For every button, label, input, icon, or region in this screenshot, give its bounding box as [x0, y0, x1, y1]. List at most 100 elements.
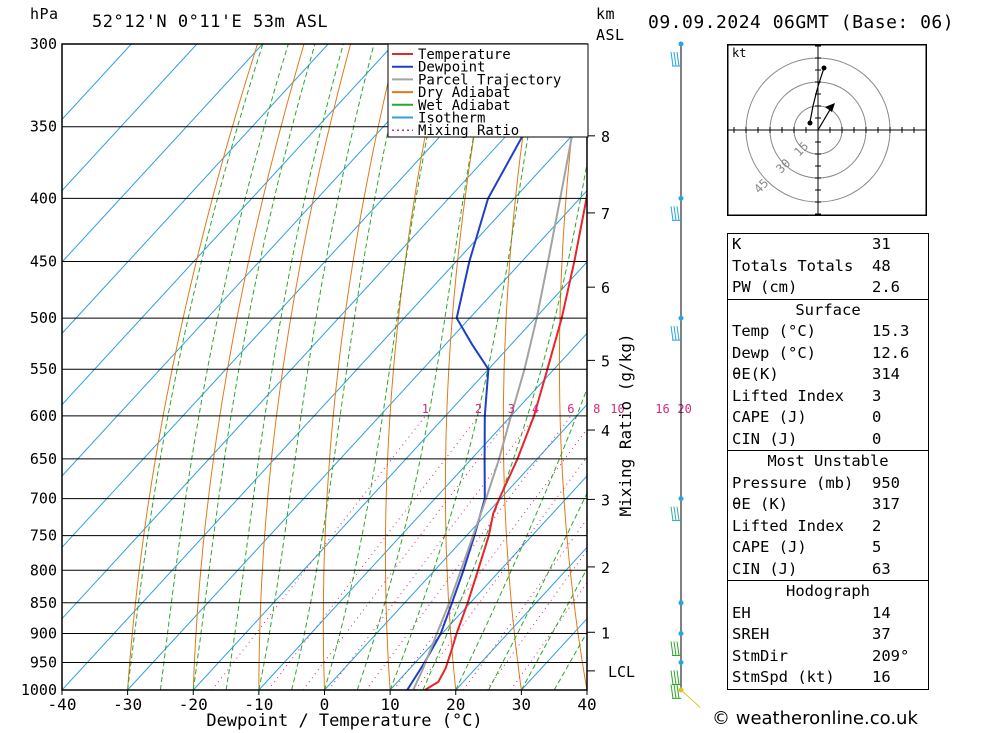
height-unit-label: km [596, 5, 616, 23]
index-label: Totals Totals [732, 256, 854, 275]
index-row: Lifted Index 2 [728, 516, 929, 538]
x-tick-label: -20 [179, 695, 208, 714]
index-value: 12.6 [872, 343, 910, 362]
isotherm-line [258, 332, 587, 690]
index-value: 37 [872, 625, 891, 643]
storm-motion-vector [817, 107, 832, 131]
isotherm-line [389, 475, 587, 690]
wind-level-dot [678, 315, 684, 321]
index-value: 15.3 [872, 322, 910, 340]
mixing-ratio-line [211, 415, 426, 690]
x-tick-label: 30 [512, 695, 531, 714]
index-label: CIN (J) [732, 429, 798, 448]
index-row: StmDir 209° [728, 646, 929, 668]
pressure-tick-label: 550 [30, 360, 57, 378]
wind-level-dot [678, 496, 684, 502]
legend-entry: Dewpoint [418, 60, 485, 76]
index-label: EH [732, 603, 751, 622]
index-value: 5 [872, 538, 882, 556]
index-value: 0 [872, 429, 882, 448]
lcl-label: LCL [608, 663, 635, 681]
pressure-tick-label: 750 [30, 527, 57, 545]
km-tick-label: 1 [601, 624, 610, 642]
mixing-ratio-label: 1 [422, 402, 429, 416]
wind-barb [670, 670, 681, 685]
temperature-profile-line [424, 190, 587, 690]
index-row: K 31 [728, 234, 929, 256]
pressure-tick-label: 450 [30, 253, 57, 271]
pressure-tick-label: 600 [30, 407, 57, 425]
section-title: Hodograph [727, 580, 929, 603]
x-tick-label: -40 [48, 695, 77, 714]
pressure-tick-label: 500 [30, 309, 57, 327]
pressure-tick-label: 800 [30, 561, 57, 579]
wet-adiabat-line [356, 44, 492, 690]
mixing-ratio-axis-label: Mixing Ratio (g/kg) [616, 333, 635, 516]
section-title: Most Unstable [727, 450, 929, 473]
index-label: θE (K) [732, 495, 788, 513]
index-value: 950 [872, 473, 900, 492]
x-tick-label: -30 [113, 695, 142, 714]
legend-entry: Isotherm [418, 111, 485, 127]
pressure-tick-label: 400 [30, 189, 57, 207]
copyright-footer: © weatheronline.co.uk [712, 708, 918, 729]
mixing-ratio-line [462, 518, 587, 690]
index-value: 2.6 [872, 278, 900, 296]
wet-adiabat-line [258, 44, 375, 690]
km-tick-label: 7 [601, 205, 610, 223]
wet-adiabat-line [192, 44, 316, 690]
mixing-ratio-label: 3 [508, 402, 515, 416]
mixing-ratio-line [267, 415, 479, 690]
index-label: Pressure (mb) [732, 473, 854, 492]
index-label: CAPE (J) [732, 408, 807, 426]
index-row: CIN (J) 0 [728, 429, 929, 451]
pressure-tick-label: 300 [30, 35, 57, 53]
km-tick-label: 8 [601, 128, 610, 146]
wet-adiabat-line [159, 44, 289, 690]
isotherm-line [455, 546, 587, 690]
legend-entry: Wet Adiabat [418, 98, 511, 114]
wet-adiabat-line [520, 567, 587, 690]
isotherm-line [62, 44, 460, 477]
wet-adiabat-line [127, 44, 264, 690]
mixing-ratio-line [510, 582, 587, 690]
dry-adiabat-line [384, 44, 445, 690]
wind-barb [670, 684, 681, 699]
index-row: Totals Totals 48 [728, 256, 929, 278]
index-row: θE(K) 314 [728, 364, 929, 386]
index-label: θE(K) [732, 365, 779, 383]
hodograph-end-point [821, 65, 827, 71]
index-row: CAPE (J) 5 [728, 537, 929, 559]
index-label: SREH [732, 625, 770, 643]
x-tick-label: -10 [244, 695, 273, 714]
skew-t-diagram: 1234681016202530035040045050055060065070… [21, 35, 700, 731]
forecast-datetime: 09.09.2024 06GMT (Base: 06) [648, 12, 955, 33]
index-value: 317 [872, 495, 900, 513]
index-row: Lifted Index 3 [728, 386, 929, 408]
plot-frame [61, 43, 588, 691]
index-row: StmSpd (kt) 16 [728, 667, 929, 689]
index-row: PW (cm) 2.6 [728, 277, 929, 299]
isotherm-line [62, 44, 395, 406]
x-tick-label: 20 [446, 695, 465, 714]
mixing-ratio-label: 8 [593, 402, 600, 416]
dry-adiabat-line [558, 44, 587, 690]
pressure-unit-label: hPa [30, 5, 59, 23]
mixing-ratio-label: 4 [532, 402, 539, 416]
km-tick-label: 5 [601, 352, 610, 370]
pressure-tick-label: 700 [30, 490, 57, 508]
index-label: CAPE (J) [732, 538, 807, 556]
isotherm-line [127, 189, 587, 690]
index-label: Lifted Index [732, 516, 844, 535]
section-title: Surface [727, 298, 929, 321]
dry-adiabat-line [666, 44, 700, 690]
km-tick-label: 6 [601, 279, 610, 297]
index-value: 14 [872, 603, 891, 622]
wind-level-dot [678, 659, 684, 665]
mixing-ratio-label: 2 [475, 402, 482, 416]
isotherm-line [192, 261, 587, 690]
plot-area [62, 44, 700, 690]
hodograph-trace [809, 67, 825, 123]
index-value: 31 [872, 235, 891, 253]
